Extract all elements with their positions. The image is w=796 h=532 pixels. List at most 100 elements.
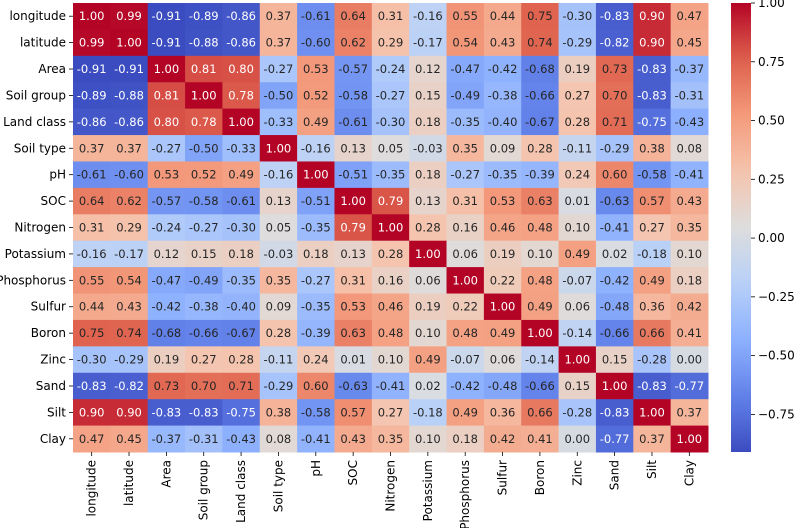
heatmap-cell-7-13 xyxy=(558,187,597,215)
cell-value-11-10: 0.22 xyxy=(452,300,478,314)
heatmap-cell-14-15 xyxy=(633,372,672,400)
heatmap-cell-12-1 xyxy=(110,319,149,347)
cell-value-10-9: 0.06 xyxy=(415,273,441,287)
cell-value-10-8: 0.16 xyxy=(378,273,404,287)
cell-value-11-4: -0.40 xyxy=(226,300,256,314)
cell-value-14-16: -0.77 xyxy=(674,379,704,393)
heatmap-cell-4-3 xyxy=(185,108,223,136)
heatmap-cell-0-4 xyxy=(222,3,261,30)
cell-value-14-7: -0.63 xyxy=(338,379,368,393)
heatmap-cell-12-5 xyxy=(259,319,298,347)
cell-value-13-4: 0.28 xyxy=(228,353,254,367)
heatmap-cell-10-7 xyxy=(334,267,373,295)
cell-value-11-15: 0.36 xyxy=(639,300,665,314)
cell-value-8-1: 0.29 xyxy=(116,221,142,235)
heatmap-cell-7-4 xyxy=(222,187,261,215)
heatmap-cell-13-14 xyxy=(595,346,634,374)
cell-value-3-9: 0.15 xyxy=(415,88,441,102)
heatmap-cell-15-13 xyxy=(558,399,597,427)
heatmap-cell-6-16 xyxy=(670,161,709,189)
cell-value-6-4: 0.49 xyxy=(228,168,254,182)
x-label-5: Soil type xyxy=(271,460,285,512)
cell-value-15-9: -0.18 xyxy=(413,405,443,419)
cell-value-10-13: -0.07 xyxy=(562,273,592,287)
cell-value-2-13: 0.19 xyxy=(564,62,590,76)
heatmap-cell-1-11 xyxy=(483,29,522,57)
cell-value-13-12: -0.14 xyxy=(525,353,555,367)
cell-value-7-11: 0.53 xyxy=(490,194,516,208)
cell-value-9-15: -0.18 xyxy=(637,247,667,261)
heatmap-cell-11-5 xyxy=(259,293,298,321)
cell-value-0-3: -0.89 xyxy=(189,9,219,23)
heatmap-cell-11-2 xyxy=(147,293,186,321)
heatmap-cell-9-2 xyxy=(147,240,186,268)
heatmap-cell-13-4 xyxy=(222,346,261,374)
heatmap-cell-3-13 xyxy=(558,82,597,110)
heatmap-cell-16-12 xyxy=(521,425,560,453)
cell-value-13-6: 0.24 xyxy=(303,353,329,367)
heatmap-cell-7-10 xyxy=(446,187,485,215)
heatmap-cell-1-12 xyxy=(521,29,560,57)
cell-value-2-8: -0.24 xyxy=(376,62,406,76)
cell-value-10-1: 0.54 xyxy=(116,273,142,287)
heatmap-cell-13-10 xyxy=(446,346,485,374)
cell-value-12-6: -0.39 xyxy=(301,326,331,340)
heatmap-cell-2-5 xyxy=(259,55,298,83)
heatmap-cell-2-8 xyxy=(371,55,410,83)
heatmap-cell-1-9 xyxy=(409,29,448,57)
cell-value-9-10: 0.06 xyxy=(452,247,478,261)
cell-value-1-13: -0.29 xyxy=(562,36,592,50)
cell-value-0-4: -0.86 xyxy=(226,9,256,23)
cell-value-7-2: -0.57 xyxy=(151,194,181,208)
cell-value-11-6: -0.35 xyxy=(301,300,331,314)
heatmap-cell-0-9 xyxy=(409,3,448,30)
cell-value-11-12: 0.49 xyxy=(527,300,553,314)
heatmap-cell-8-7 xyxy=(334,214,373,242)
heatmap-cell-11-12 xyxy=(521,293,560,321)
cell-value-13-14: 0.15 xyxy=(602,353,628,367)
cell-value-5-10: 0.35 xyxy=(452,141,478,155)
heatmap-cell-1-1 xyxy=(110,29,149,57)
x-label-15: Silt xyxy=(645,460,659,479)
cell-value-0-0: 1.00 xyxy=(79,9,105,23)
heatmap-cell-13-2 xyxy=(147,346,186,374)
cell-value-16-10: 0.18 xyxy=(452,432,478,446)
cell-value-0-7: 0.64 xyxy=(340,9,366,23)
heatmap-cell-11-16 xyxy=(670,293,709,321)
cell-value-11-9: 0.19 xyxy=(415,300,441,314)
cell-value-3-8: -0.27 xyxy=(376,88,406,102)
y-label-7: SOC xyxy=(41,194,66,208)
heatmap-cell-2-11 xyxy=(483,55,522,83)
heatmap-cell-9-3 xyxy=(185,240,223,268)
heatmap-cell-13-8 xyxy=(371,346,410,374)
heatmap-cell-15-14 xyxy=(595,399,634,427)
cell-value-0-1: 0.99 xyxy=(116,9,142,23)
cell-value-9-5: -0.03 xyxy=(264,247,294,261)
cell-value-16-15: 0.37 xyxy=(639,432,665,446)
cell-value-8-12: 0.48 xyxy=(527,221,553,235)
heatmap-cell-4-8 xyxy=(371,108,410,136)
heatmap-cell-5-3 xyxy=(185,135,223,162)
heatmap-cell-15-15 xyxy=(633,399,672,427)
cell-value-13-5: -0.11 xyxy=(264,353,294,367)
cell-value-16-8: 0.35 xyxy=(378,432,404,446)
heatmap-cell-0-7 xyxy=(334,3,373,30)
heatmap-cell-5-14 xyxy=(595,135,634,162)
heatmap-cell-2-7 xyxy=(334,55,373,83)
heatmap-cell-5-0 xyxy=(73,135,111,162)
cell-value-15-8: 0.27 xyxy=(378,405,404,419)
x-axis-labels: longitude latitude Area Soil group Land clas… xyxy=(85,452,696,530)
heatmap-cell-4-12 xyxy=(521,108,560,136)
cell-value-14-9: 0.02 xyxy=(415,379,441,393)
heatmap-cell-2-3 xyxy=(185,55,223,83)
cell-value-14-10: -0.42 xyxy=(450,379,480,393)
cell-value-16-14: -0.77 xyxy=(600,432,630,446)
cell-value-2-0: -0.91 xyxy=(77,62,107,76)
cell-value-4-10: -0.35 xyxy=(450,115,480,129)
cell-value-7-13: 0.01 xyxy=(564,194,590,208)
cell-value-14-4: 0.71 xyxy=(228,379,254,393)
heatmap-cell-8-9 xyxy=(409,214,448,242)
heatmap-cell-4-2 xyxy=(147,108,186,136)
cell-value-5-16: 0.08 xyxy=(677,141,703,155)
cell-value-10-0: 0.55 xyxy=(79,273,105,287)
